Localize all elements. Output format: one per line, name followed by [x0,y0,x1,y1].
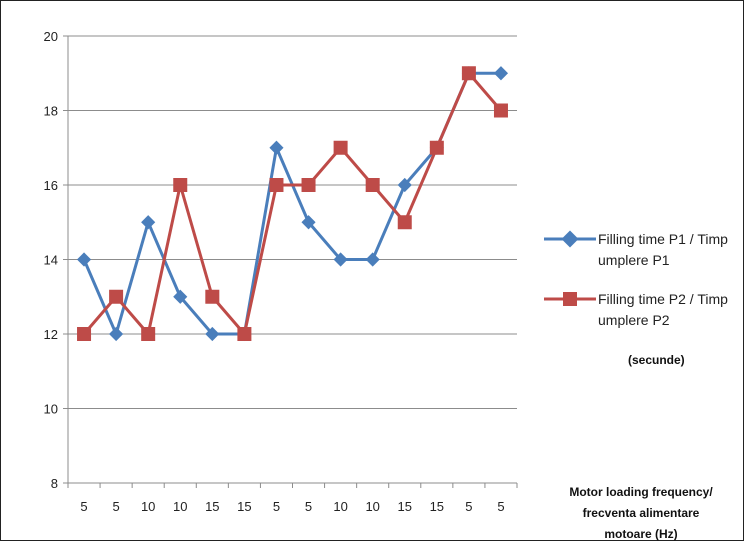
series-p2 [77,66,508,341]
data-point-p2 [397,215,412,230]
data-point-p2 [301,178,316,192]
x-axis-label: Motor loading frequency/ frecventa alime… [569,485,713,541]
series-p1 [76,66,509,342]
data-point-p1 [269,140,284,155]
data-point-p2 [77,327,92,341]
data-point-p2 [365,178,380,192]
data-point-p2 [109,289,124,304]
legend-label-p1-line1: Filling time P1 / Timp [598,231,728,247]
legend-marker-p2 [563,292,577,306]
y-tick-label: 12 [44,327,58,342]
data-point-p1 [365,252,380,267]
legend-marker-p1 [561,230,579,248]
y-tick-label: 18 [44,104,58,119]
series-group [76,66,509,342]
data-point-p2 [141,327,156,341]
data-point-p1 [141,215,156,230]
y-tick-label: 20 [44,29,58,44]
data-point-p1 [333,252,348,267]
x-tick-label: 10 [141,499,155,514]
data-point-p2 [269,178,284,192]
x-tick-label: 5 [80,499,87,514]
x-tick-label: 5 [465,499,472,514]
data-point-p2 [173,178,188,192]
x-tick-label: 15 [237,499,251,514]
data-point-p2 [237,327,252,341]
x-tick-label: 10 [333,499,347,514]
x-tick-label: 5 [273,499,280,514]
x-tick-label: 10 [365,499,379,514]
y-tick-label: 10 [44,402,58,417]
y-tick-labels: 8 10 12 14 16 18 20 [44,29,58,491]
data-point-p2 [429,140,444,155]
y-tick-label: 16 [44,178,58,193]
x-tick-label: 15 [430,499,444,514]
x-axis-label-line3: motoare (Hz) [604,527,677,541]
legend: Filling time P1 / Timp umplere P1 Fillin… [544,230,728,328]
unit-note: (secunde) [628,353,685,367]
x-tick-label: 15 [205,499,219,514]
legend-label-p2-line2: umplere P2 [598,312,670,328]
data-point-p1 [493,66,509,81]
data-point-p2 [461,66,476,81]
data-point-p1 [109,326,124,342]
x-tick-label: 10 [173,499,187,514]
x-axis-label-line1: Motor loading frequency/ [569,485,713,499]
data-point-p2 [333,140,348,155]
y-tick-label: 14 [44,253,58,268]
x-tick-label: 5 [497,499,504,514]
x-axis-label-line2: frecventa alimentare [583,506,700,520]
x-tick-label: 5 [112,499,119,514]
data-point-p2 [493,103,508,118]
y-tick-label: 8 [51,476,58,491]
x-tick-label: 5 [305,499,312,514]
data-point-p1 [205,326,220,342]
legend-label-p2-line1: Filling time P2 / Timp [598,291,728,307]
data-point-p1 [173,289,188,304]
axes [63,35,518,488]
gridlines [68,35,517,409]
data-point-p1 [76,252,92,267]
data-point-p2 [205,289,220,304]
data-point-p1 [301,215,316,230]
series-line-p2 [82,71,503,336]
data-point-p1 [397,177,412,193]
x-tick-label: 15 [398,499,412,514]
legend-label-p1-line2: umplere P1 [598,252,670,268]
series-line-p1 [82,71,501,336]
x-tick-labels: 5 5 10 10 15 15 5 5 10 10 15 15 5 5 [80,499,504,514]
